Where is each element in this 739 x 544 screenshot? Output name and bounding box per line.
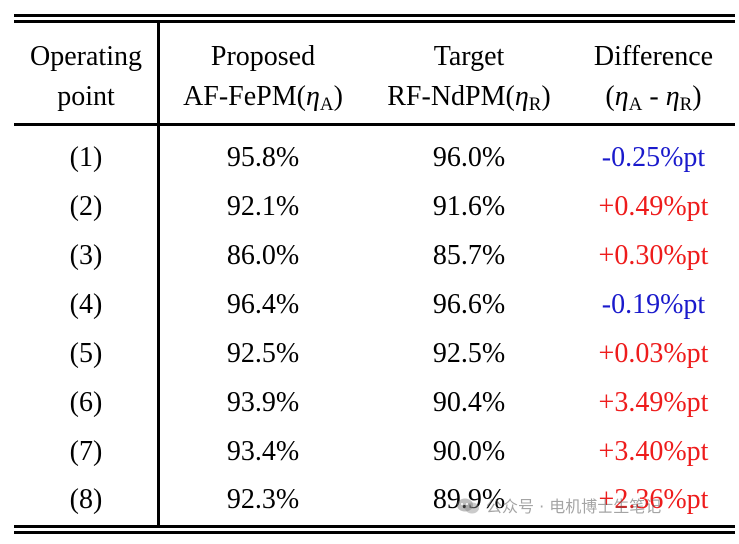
eta-symbol: η [665,81,680,112]
header-proposed-line2: AF-FePM(ηA) [160,78,366,124]
table-bottom-rule-inner [14,525,735,528]
target-efficiency-cell: 90.4% [432,387,506,418]
header-operating-line2: point [57,81,115,112]
open-paren: ( [605,81,615,112]
header-divider-rule [14,123,735,126]
header-operating-line1: Operating [30,41,142,72]
header-proposed-line1: Proposed [210,41,316,72]
proposed-efficiency-cell: 86.0% [226,240,300,271]
target-efficiency-cell: 96.0% [432,142,506,173]
header-difference-line2: (ηA - ηR) [572,78,735,124]
eta-subscript: R [679,94,693,115]
proposed-efficiency-cell: 93.9% [226,387,300,418]
difference-cell: +3.40%pt [598,436,709,467]
header-target-prefix: RF-NdPM( [387,81,515,112]
header-target-line2: RF-NdPM(ηR) [366,78,572,124]
eta-symbol: η [305,81,320,112]
operating-point-cell: (8) [69,484,103,515]
eta-subscript: A [319,94,334,115]
header-target-line1: Target [433,41,505,72]
eta-symbol: η [514,81,529,112]
proposed-efficiency-cell: 93.4% [226,436,300,467]
watermark-text: 公众号 · 电机博士生笔记 [486,497,662,516]
wechat-icon [457,498,479,514]
target-efficiency-cell: 90.0% [432,436,506,467]
header-proposed-prefix: AF-FePM( [183,81,306,112]
table-bottom-rule-outer [14,531,735,534]
operating-point-cell: (1) [69,142,103,173]
target-efficiency-cell: 96.6% [432,289,506,320]
difference-cell: +0.03%pt [598,338,709,369]
header-target-suffix: ) [541,81,551,112]
difference-cell: +3.49%pt [598,387,709,418]
target-efficiency-cell: 91.6% [432,191,506,222]
table-top-rule-outer [14,14,735,17]
target-efficiency-cell: 92.5% [432,338,506,369]
difference-cell: +2.36%pt [598,484,709,515]
difference-cell: +0.30%pt [598,240,709,271]
close-paren: ) [692,81,702,112]
eta-subscript: R [528,94,542,115]
eta-symbol: η [614,81,629,112]
proposed-efficiency-cell: 92.1% [226,191,300,222]
table-top-rule-inner [14,20,735,23]
operating-point-cell: (7) [69,436,103,467]
eta-subscript: A [628,94,643,115]
minus-sign: - [642,81,666,112]
operating-point-cell: (3) [69,240,103,271]
difference-cell: +0.49%pt [598,191,709,222]
proposed-efficiency-cell: 92.3% [226,484,300,515]
proposed-efficiency-cell: 92.5% [226,338,300,369]
operating-point-cell: (4) [69,289,103,320]
proposed-efficiency-cell: 96.4% [226,289,300,320]
difference-cell: -0.19%pt [601,289,706,320]
operating-point-cell: (2) [69,191,103,222]
header-proposed-suffix: ) [333,81,343,112]
proposed-efficiency-cell: 95.8% [226,142,300,173]
target-efficiency-cell: 85.7% [432,240,506,271]
first-column-divider [157,22,160,525]
difference-cell: -0.25%pt [601,142,706,173]
header-difference-line1: Difference [593,41,714,72]
operating-point-cell: (5) [69,338,103,369]
watermark: 公众号 · 电机博士生笔记 [456,497,661,517]
target-efficiency-cell: 89.9% [366,481,572,519]
operating-point-cell: (6) [69,387,103,418]
